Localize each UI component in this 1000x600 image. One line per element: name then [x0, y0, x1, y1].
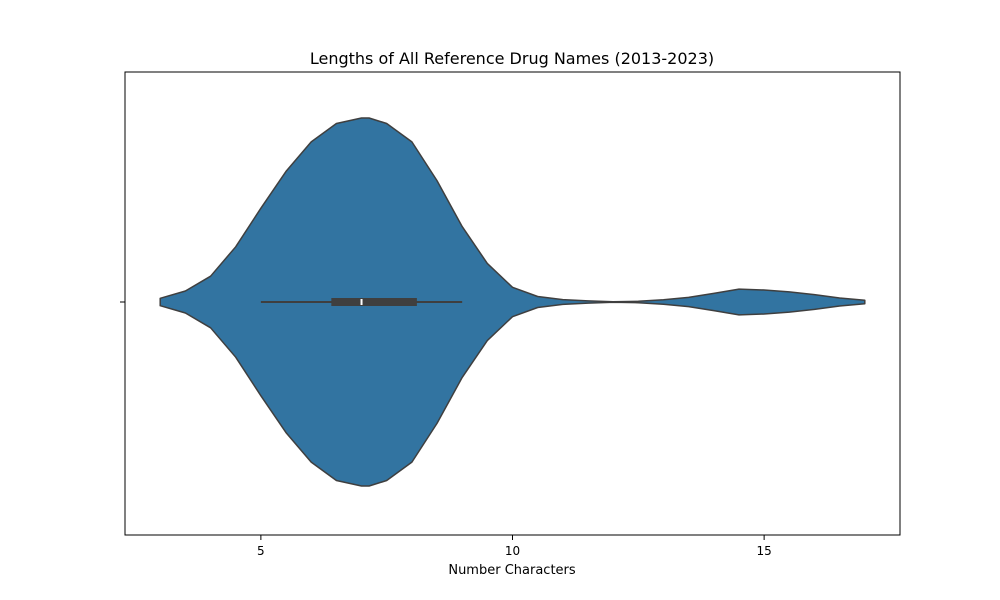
violin-body	[159, 117, 866, 487]
box-layer	[260, 298, 463, 306]
median-marker	[360, 299, 363, 305]
chart-title: Lengths of All Reference Drug Names (201…	[310, 49, 714, 68]
x-tick-label: 10	[505, 544, 520, 558]
iqr-box	[331, 298, 417, 306]
x-tick-label: 5	[257, 544, 265, 558]
x-axis-label: Number Characters	[448, 563, 576, 578]
x-tick-layer: 5 10 15	[257, 535, 772, 558]
x-tick-label: 15	[756, 544, 771, 558]
violin-layer	[159, 117, 866, 487]
